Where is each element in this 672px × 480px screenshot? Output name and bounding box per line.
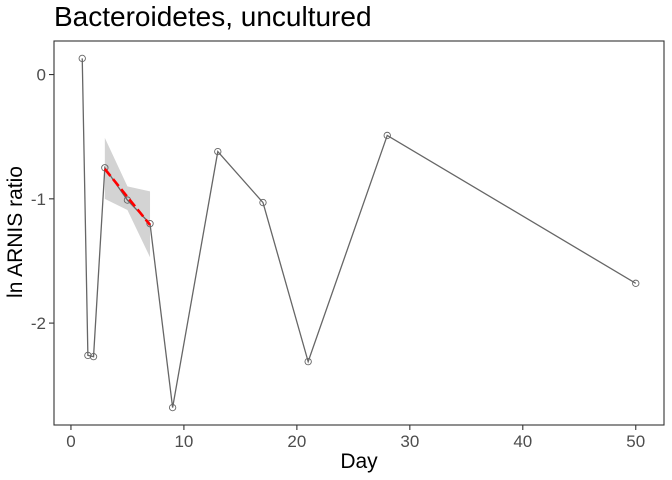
- series-line: [81, 58, 637, 408]
- x-tick-label: 10: [174, 432, 193, 451]
- x-tick-label: 20: [287, 432, 306, 451]
- data-point: [214, 147, 222, 156]
- y-tick-label: -2: [31, 314, 46, 333]
- plot-layer: 0 10 20 30 40 50 0 -1 -2: [31, 40, 665, 451]
- trend-confidence-band: [104, 137, 151, 258]
- data-point: [383, 131, 391, 140]
- data-point: [259, 198, 267, 207]
- x-axis-label: Day: [340, 450, 378, 473]
- y-tick-label: -1: [31, 190, 46, 209]
- x-tick-label: 50: [626, 432, 645, 451]
- y-axis-label: ln ARNIS ratio: [4, 166, 27, 298]
- data-point: [168, 403, 177, 412]
- data-point: [146, 220, 154, 228]
- x-tick-label: 40: [513, 432, 532, 451]
- data-point: [632, 279, 640, 287]
- chart-title: Bacteroidetes, uncultured: [54, 1, 372, 32]
- data-point: [304, 357, 312, 366]
- y-tick-label: 0: [37, 66, 46, 85]
- data-point: [84, 351, 92, 360]
- x-tick-label: 30: [400, 432, 419, 451]
- data-point: [89, 353, 98, 361]
- data-point: [78, 54, 86, 63]
- plot-panel-border: [53, 40, 665, 426]
- trend-line: [103, 168, 152, 226]
- x-tick-label: 0: [66, 432, 75, 451]
